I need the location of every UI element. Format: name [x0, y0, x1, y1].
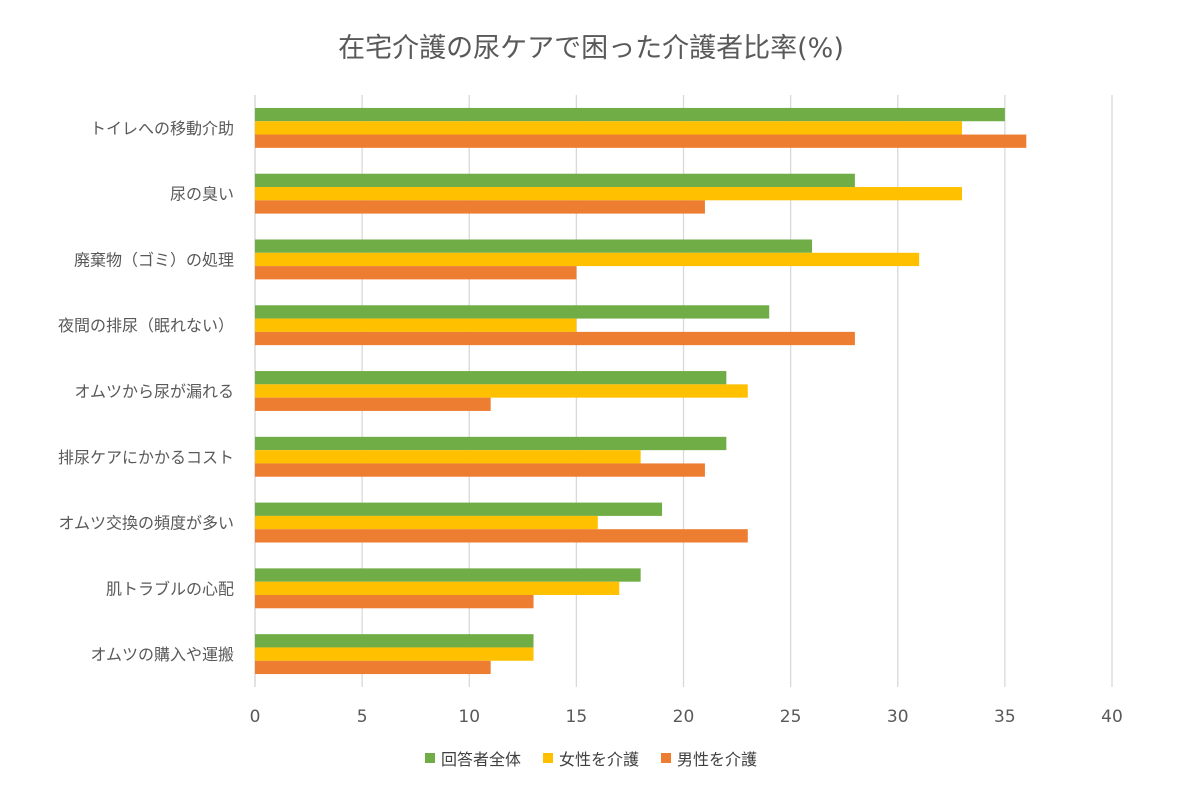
- legend-swatch: [424, 753, 435, 763]
- x-tick-label: 30: [887, 707, 909, 727]
- bar: [255, 107, 1005, 122]
- category-label: オムツから尿が漏れる: [74, 382, 234, 401]
- bar: [255, 647, 534, 661]
- bar: [255, 450, 641, 464]
- bar: [255, 318, 577, 332]
- legend-swatch: [542, 753, 553, 763]
- bar: [255, 200, 705, 214]
- legend-label: 男性を介護: [677, 750, 758, 769]
- category-label: 肌トラブルの心配: [106, 579, 234, 598]
- bar: [255, 660, 491, 675]
- bar: [255, 266, 577, 280]
- legend-item: 男性を介護: [661, 746, 757, 770]
- x-tick-label: 5: [357, 707, 368, 727]
- category-label: 排尿ケアにかかるコスト: [58, 448, 234, 467]
- category-label: オムツ交換の頻度が多い: [58, 514, 234, 533]
- legend-item: 回答者全体: [424, 746, 521, 770]
- x-tick-label: 15: [566, 707, 588, 727]
- legend-label: 女性を介護: [558, 750, 639, 769]
- bar: [255, 173, 855, 188]
- bar: [255, 121, 963, 135]
- bar: [255, 594, 534, 609]
- bar: [255, 371, 727, 385]
- x-tick-labels: 0 5 10 15 20 25 30 35 40: [250, 707, 1123, 727]
- category-label: 夜間の排尿（眠れない）: [58, 316, 234, 335]
- x-tick-label: 35: [994, 707, 1016, 727]
- bar: [255, 239, 813, 253]
- bar: [255, 502, 663, 516]
- legend-item: 女性を介護: [542, 746, 639, 770]
- bar: [255, 463, 705, 477]
- x-tick-label: 40: [1101, 707, 1123, 727]
- bar: [255, 529, 748, 543]
- x-tick-label: 0: [250, 707, 261, 727]
- legend-swatch: [661, 753, 671, 763]
- bar: [255, 331, 855, 346]
- bar: [255, 397, 491, 411]
- bar: [255, 384, 748, 398]
- bar: [255, 568, 641, 582]
- x-tick-label: 20: [673, 707, 695, 727]
- category-label: オムツの購入や運搬: [90, 645, 234, 664]
- bar: [255, 515, 598, 530]
- bar: [255, 187, 963, 201]
- x-tick-label: 25: [780, 707, 802, 727]
- bar: [255, 252, 920, 267]
- bar: [255, 581, 620, 595]
- bar: [255, 436, 727, 451]
- category-label: トイレへの移動介助: [90, 119, 234, 138]
- legend: 回答者全体 女性を介護 男性を介護: [0, 746, 1182, 770]
- bar: [255, 634, 534, 648]
- chart-title: 在宅介護の尿ケアで困った介護者比率(%): [338, 33, 844, 64]
- bars: [255, 107, 1027, 675]
- category-label: 廃棄物（ゴミ）の処理: [74, 250, 234, 269]
- x-tick-label: 10: [458, 707, 480, 727]
- bar: [255, 134, 1027, 148]
- bar: [255, 305, 770, 319]
- legend-label: 回答者全体: [440, 750, 521, 769]
- category-label: 尿の臭い: [170, 185, 234, 204]
